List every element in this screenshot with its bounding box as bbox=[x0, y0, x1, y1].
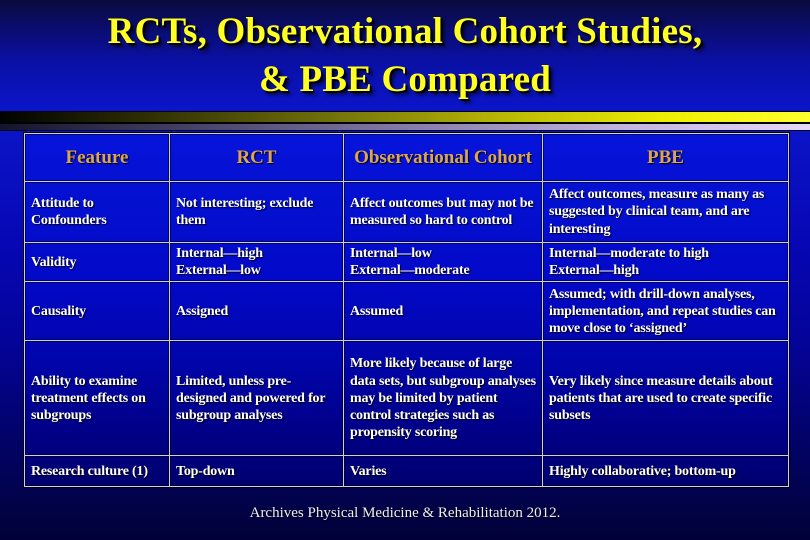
slide-title-line2: & PBE Compared bbox=[259, 59, 551, 100]
cell-pbe: Very likely since measure details about … bbox=[542, 340, 789, 457]
cell-cohort: Assumed bbox=[343, 281, 543, 342]
cell-cohort: Affect outcomes but may not be measured … bbox=[343, 181, 543, 243]
slide-title-line1: RCTs, Observational Cohort Studies, bbox=[107, 11, 703, 52]
cell-feature: Ability to examine treatment effects on … bbox=[24, 340, 170, 457]
header-pbe: PBE bbox=[542, 133, 789, 182]
header-rct: RCT bbox=[169, 133, 344, 182]
divider-bar-yellow bbox=[0, 111, 810, 124]
cell-rct: Not interesting; exclude them bbox=[169, 181, 344, 243]
cell-pbe: Highly collaborative; bottom-up bbox=[542, 455, 789, 488]
cell-cohort: Internal—low External—moderate bbox=[343, 241, 543, 283]
cell-feature: Attitude to Confounders bbox=[24, 181, 170, 243]
table-row-causality: Causality Assigned Assumed Assumed; with… bbox=[24, 281, 789, 342]
table-row-validity: Validity Internal—high External—low Inte… bbox=[24, 241, 789, 283]
slide-title: RCTs, Observational Cohort Studies, & PB… bbox=[0, 8, 810, 104]
comparison-table: Feature RCT Observational Cohort PBE Att… bbox=[24, 133, 789, 488]
cell-rct: Internal—high External—low bbox=[169, 241, 344, 283]
cell-rct: Top-down bbox=[169, 455, 344, 488]
header-feature: Feature bbox=[24, 133, 170, 182]
cell-cohort: More likely because of large data sets, … bbox=[343, 340, 543, 457]
cell-pbe: Internal—moderate to high External—high bbox=[542, 241, 789, 283]
cell-cohort: Varies bbox=[343, 455, 543, 488]
cell-rct: Limited, unless pre-designed and powered… bbox=[169, 340, 344, 457]
divider-bar-lavender bbox=[0, 124, 810, 131]
cell-pbe: Affect outcomes, measure as many as sugg… bbox=[542, 181, 789, 243]
table-row-subgroup-effects: Ability to examine treatment effects on … bbox=[24, 340, 789, 457]
table-row-research-culture: Research culture (1) Top-down Varies Hig… bbox=[24, 455, 789, 488]
cell-feature: Validity bbox=[24, 241, 170, 283]
cell-pbe: Assumed; with drill-down analyses, imple… bbox=[542, 281, 789, 342]
cell-rct: Assigned bbox=[169, 281, 344, 342]
citation: Archives Physical Medicine & Rehabilitat… bbox=[249, 505, 561, 521]
header-observational-cohort: Observational Cohort bbox=[343, 133, 543, 182]
table-header-row: Feature RCT Observational Cohort PBE bbox=[24, 133, 789, 182]
cell-feature: Research culture (1) bbox=[24, 455, 170, 488]
table-row-attitude-to-confounders: Attitude to Confounders Not interesting;… bbox=[24, 181, 789, 243]
cell-feature: Causality bbox=[24, 281, 170, 342]
